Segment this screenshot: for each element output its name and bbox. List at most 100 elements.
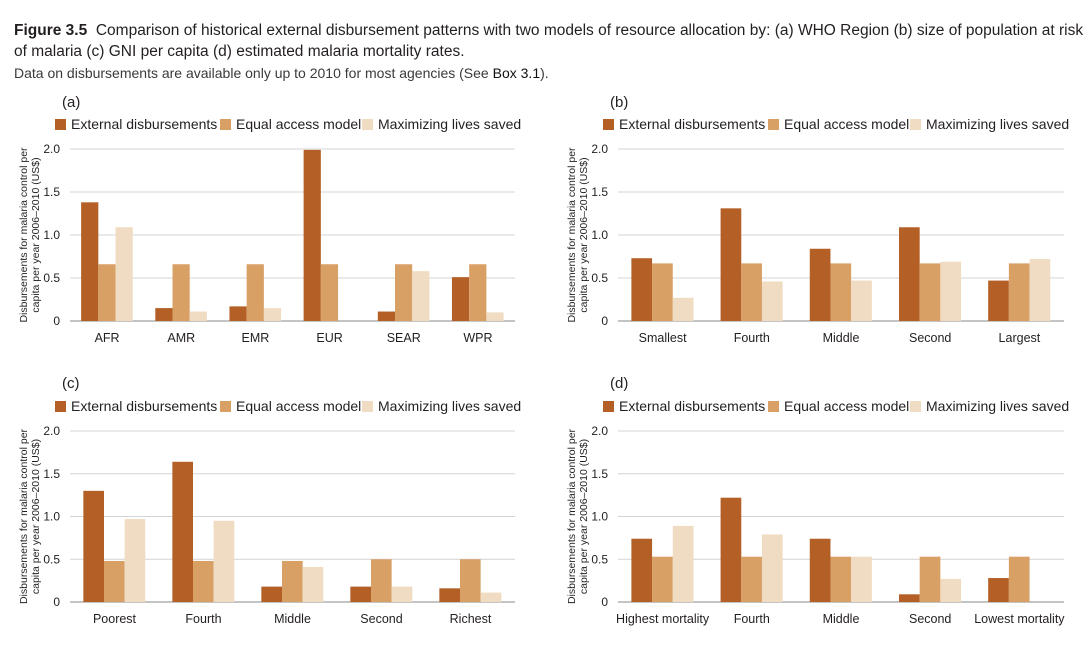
x-tick-label: Richest [450, 612, 492, 626]
bar [469, 264, 487, 321]
bar [480, 592, 502, 602]
legend-swatch [768, 119, 779, 130]
legend-swatch [603, 401, 614, 412]
y-tick-label: 0 [601, 314, 608, 328]
legend-swatch [55, 401, 66, 412]
y-tick-label: 0.5 [43, 552, 60, 566]
legend-label: Equal access model [236, 116, 361, 132]
bar [851, 280, 872, 321]
bar [124, 519, 146, 602]
bar [263, 308, 282, 321]
legend-swatch [220, 119, 231, 130]
bar [155, 308, 173, 321]
y-tick-label: 2.0 [43, 424, 60, 438]
legend-swatch [603, 119, 614, 130]
legend-label: Equal access model [784, 116, 909, 132]
bar [261, 586, 282, 602]
legend-swatch [55, 119, 66, 130]
x-tick-label: Lowest mortality [974, 612, 1065, 626]
x-tick-label: EMR [242, 331, 270, 345]
y-axis-title: Disbursements for malaria control percap… [18, 428, 42, 604]
bar [83, 490, 104, 602]
bar [103, 560, 125, 602]
x-tick-label: Poorest [93, 612, 137, 626]
bar [988, 578, 1009, 602]
bar [281, 560, 303, 602]
y-tick-label: 0.5 [43, 271, 60, 285]
y-tick-label: 1.0 [591, 510, 608, 524]
legend-label: Maximizing lives saved [926, 398, 1069, 414]
bar [303, 149, 321, 321]
y-axis-title: Disbursements for malaria control percap… [18, 147, 42, 323]
x-tick-label: AMR [167, 331, 195, 345]
panel-label: (d) [610, 375, 628, 392]
legend-label: External disbursements [619, 116, 765, 132]
chart-panel: (d) External disbursements Equal access mo… [566, 375, 1069, 626]
x-tick-label: EUR [316, 331, 342, 345]
legend-swatch [362, 401, 373, 412]
x-tick-label: Fourth [185, 612, 221, 626]
panel-label: (b) [610, 94, 628, 111]
legend-swatch [910, 401, 921, 412]
bar [412, 271, 430, 321]
bar [851, 556, 872, 602]
y-tick-label: 1.0 [43, 228, 60, 242]
bar [115, 227, 133, 321]
panel-label: (c) [62, 375, 80, 392]
bar [631, 538, 653, 602]
legend-swatch [220, 401, 231, 412]
bar [741, 556, 762, 602]
x-tick-label: Smallest [639, 331, 687, 345]
bar [830, 263, 852, 321]
bar [761, 281, 783, 321]
legend-swatch [362, 119, 373, 130]
bar [988, 280, 1009, 321]
bar [81, 202, 99, 321]
bar [652, 263, 673, 321]
y-tick-label: 2.0 [591, 424, 608, 438]
y-tick-label: 2.0 [591, 142, 608, 156]
bar [761, 534, 783, 602]
y-axis-title: Disbursements for malaria control percap… [566, 147, 590, 323]
bar [830, 556, 852, 602]
bar [189, 311, 207, 321]
bar [439, 588, 460, 602]
bar [1029, 259, 1051, 321]
panel-label: (a) [62, 94, 80, 111]
bar [246, 264, 264, 321]
legend-label: External disbursements [71, 398, 217, 414]
y-tick-label: 1.0 [591, 228, 608, 242]
bar [1008, 263, 1030, 321]
bar [451, 277, 470, 321]
bar [809, 248, 831, 321]
legend-label: Maximizing lives saved [378, 116, 521, 132]
y-tick-label: 1.5 [591, 185, 608, 199]
bar [720, 497, 742, 602]
figure-title: Figure 3.5 Comparison of historical exte… [14, 20, 1084, 62]
legend-swatch [768, 401, 779, 412]
bar [394, 264, 413, 321]
bar [631, 258, 653, 321]
box-reference-link[interactable]: Box 3.1 [492, 65, 541, 81]
figure-title-text: Comparison of historical external disbur… [14, 22, 1084, 60]
bar [672, 525, 694, 602]
bar [172, 461, 193, 602]
x-tick-label: Second [909, 612, 951, 626]
chart-panel: (c) External disbursements Equal access mo… [18, 375, 521, 626]
bar [898, 594, 920, 602]
bar [459, 559, 481, 602]
x-tick-label: Fourth [734, 612, 770, 626]
bar [940, 578, 962, 602]
chart-panel: (b) External disbursements Equal access mo… [566, 94, 1069, 345]
bar [302, 566, 324, 602]
legend-label: External disbursements [71, 116, 217, 132]
bar [172, 264, 190, 321]
y-tick-label: 1.5 [43, 185, 60, 199]
bar [1008, 556, 1030, 602]
y-tick-label: 1.5 [43, 467, 60, 481]
bar [672, 297, 694, 321]
bar [229, 306, 247, 321]
figure-note-suffix: ). [540, 65, 549, 81]
bar [720, 208, 742, 321]
